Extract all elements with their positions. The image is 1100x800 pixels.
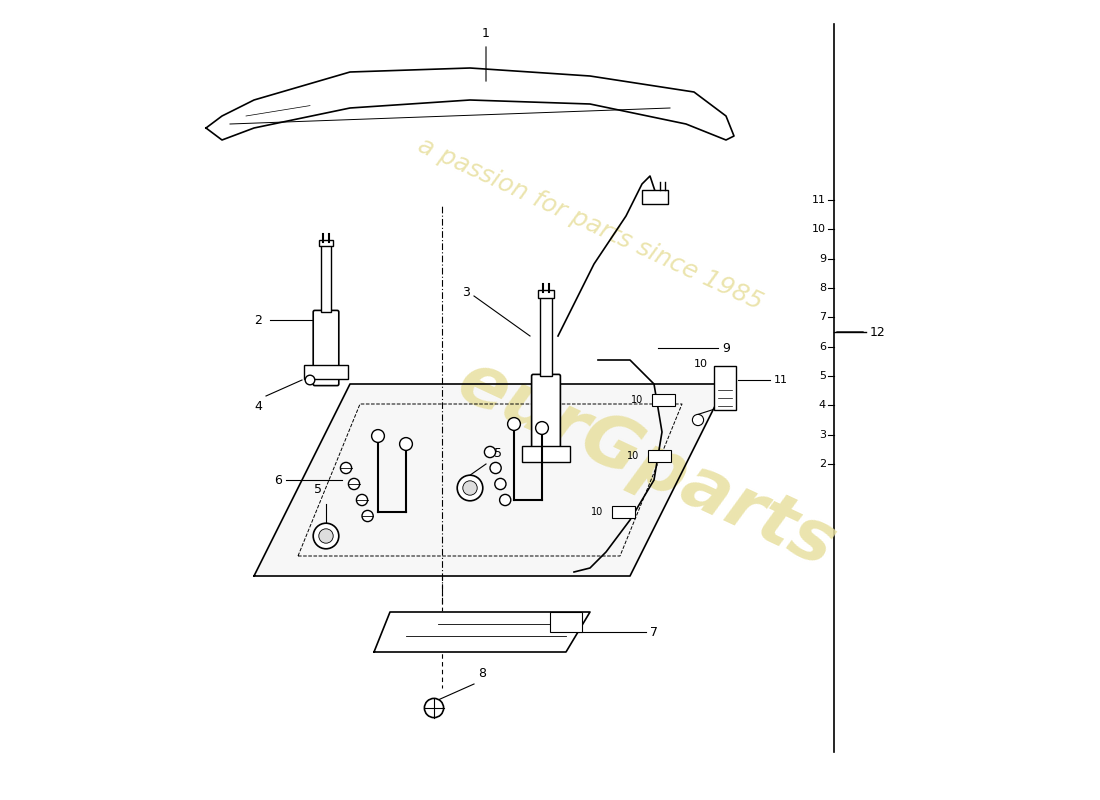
Text: 1: 1 [482,27,490,40]
Bar [714,366,736,410]
Text: 10: 10 [812,224,826,234]
Text: 6: 6 [820,342,826,352]
Text: 10: 10 [591,507,603,517]
Text: 2: 2 [818,459,826,469]
Text: 5: 5 [820,371,826,381]
Text: 7: 7 [650,626,658,638]
Text: 4: 4 [254,400,262,413]
Polygon shape [206,68,734,140]
Text: 8: 8 [818,283,826,293]
Text: 3: 3 [462,286,470,298]
Bar [648,450,671,462]
Text: 9: 9 [722,342,730,354]
Circle shape [362,510,373,522]
Circle shape [319,529,333,543]
Text: 11: 11 [812,195,826,205]
Text: 10: 10 [627,451,639,461]
Text: 5: 5 [494,447,502,460]
Text: 8: 8 [478,667,486,680]
Circle shape [490,462,502,474]
Bar [304,365,348,379]
Text: 5: 5 [314,483,322,496]
Text: 7: 7 [818,312,826,322]
Text: 4: 4 [818,400,826,410]
Circle shape [340,462,352,474]
Circle shape [692,414,704,426]
Circle shape [349,478,360,490]
Bar [319,240,333,246]
Circle shape [372,430,384,442]
Circle shape [305,375,315,385]
Text: 6: 6 [274,474,282,486]
Circle shape [463,481,477,495]
Circle shape [356,494,367,506]
Text: 11: 11 [774,375,788,385]
Polygon shape [254,384,726,576]
FancyBboxPatch shape [531,374,560,458]
Text: 10: 10 [630,395,642,405]
Text: eurGparts: eurGparts [447,346,846,582]
Circle shape [507,418,520,430]
Circle shape [458,475,483,501]
Bar [540,296,551,376]
Circle shape [399,438,412,450]
Text: a passion for parts since 1985: a passion for parts since 1985 [414,134,767,314]
Bar [642,190,668,204]
Bar [321,244,331,312]
Circle shape [314,523,339,549]
Circle shape [484,446,496,458]
Bar [550,612,582,632]
Circle shape [425,698,443,718]
Bar [538,290,554,298]
Bar [652,394,674,406]
Text: 3: 3 [820,430,826,440]
Circle shape [499,494,510,506]
Bar [522,446,570,462]
Circle shape [536,422,549,434]
Text: 12: 12 [870,326,886,338]
FancyBboxPatch shape [314,310,339,386]
Text: 10: 10 [694,359,708,369]
Polygon shape [374,612,590,652]
Bar [613,506,635,518]
Circle shape [495,478,506,490]
Text: 2: 2 [254,314,262,326]
Text: 9: 9 [818,254,826,264]
